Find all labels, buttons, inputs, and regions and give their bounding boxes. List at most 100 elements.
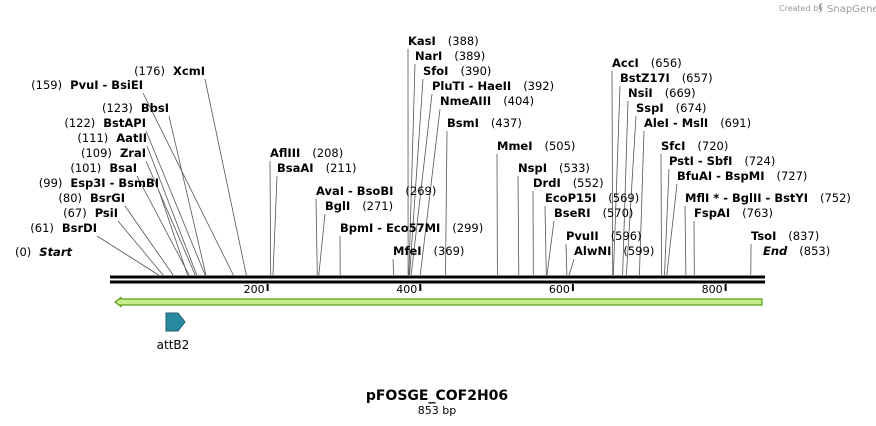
site-name[interactable]: BsmI: [447, 116, 479, 130]
site-name[interactable]: BpmI - Eco57MI: [340, 221, 440, 235]
restriction-site[interactable]: MflI * - BglII - BstYI (752): [685, 191, 851, 205]
site-name[interactable]: EcoP15I: [545, 191, 596, 205]
site-position: (0): [15, 245, 31, 259]
restriction-site[interactable]: XcmI (176): [134, 64, 205, 78]
restriction-site[interactable]: NarI (389): [415, 49, 485, 63]
site-name[interactable]: BfuAI - BspMI: [677, 169, 764, 183]
site-position: (369): [434, 244, 465, 258]
site-name[interactable]: SfoI: [423, 64, 448, 78]
site-name[interactable]: BsrDI: [62, 221, 97, 235]
site-name[interactable]: AlwNI: [574, 244, 611, 258]
restriction-site[interactable]: PstI - SbfI (724): [669, 154, 775, 168]
site-name[interactable]: BstAPI: [103, 116, 146, 130]
restriction-site[interactable]: MfeI (369): [393, 244, 464, 258]
site-name[interactable]: DrdI: [533, 176, 561, 190]
restriction-site[interactable]: PluTI - HaeII (392): [432, 79, 554, 93]
restriction-site[interactable]: BbsI (123): [102, 101, 169, 115]
restriction-site[interactable]: BsrDI (61): [30, 221, 97, 235]
restriction-site[interactable]: BsaAI (211): [277, 161, 357, 175]
site-name[interactable]: MmeI: [497, 139, 533, 153]
site-name[interactable]: NsiI: [628, 86, 653, 100]
credit-brand: SnapGene: [827, 4, 876, 15]
restriction-site[interactable]: DrdI (552): [533, 176, 604, 190]
site-position: (389): [454, 49, 485, 63]
restriction-site[interactable]: SfoI (390): [423, 64, 491, 78]
site-name[interactable]: BsrGI: [90, 191, 125, 205]
restriction-site[interactable]: BfuAI - BspMI (727): [677, 169, 807, 183]
site-name[interactable]: BglI: [325, 199, 350, 213]
site-name[interactable]: MfeI: [393, 244, 422, 258]
site-name[interactable]: Esp3I - BsmBI: [70, 176, 159, 190]
site-name[interactable]: NmeAIII: [440, 94, 491, 108]
site-name[interactable]: Start: [39, 245, 72, 259]
feature-attB2[interactable]: attB2: [157, 312, 190, 352]
restriction-site[interactable]: BseRI (570): [554, 206, 633, 220]
restriction-site[interactable]: SspI (674): [636, 101, 707, 115]
restriction-site[interactable]: BstZ17I (657): [620, 71, 713, 85]
site-name[interactable]: BbsI: [141, 101, 169, 115]
site-name[interactable]: SfcI: [661, 139, 685, 153]
leader-line: [204, 78, 247, 276]
restriction-site[interactable]: AleI - MslI (691): [644, 116, 751, 130]
restriction-site[interactable]: BpmI - Eco57MI (299): [340, 221, 483, 235]
restriction-site[interactable]: MmeI (505): [497, 139, 575, 153]
restriction-site[interactable]: ZraI (109): [81, 146, 146, 160]
restriction-site[interactable]: PvuII (596): [566, 229, 642, 243]
site-name[interactable]: AatII: [116, 131, 147, 145]
restriction-site[interactable]: KasI (388): [408, 34, 479, 48]
site-name[interactable]: BstZ17I: [620, 71, 670, 85]
restriction-site[interactable]: End (853): [763, 244, 830, 258]
restriction-site[interactable]: BsmI (437): [447, 116, 522, 130]
site-name[interactable]: PvuI - BsiEI: [70, 78, 143, 92]
restriction-site[interactable]: AccI (656): [612, 56, 682, 70]
restriction-site[interactable]: PvuI - BsiEI (159): [31, 78, 143, 92]
site-position: (269): [405, 184, 436, 198]
restriction-site[interactable]: SfcI (720): [661, 139, 728, 153]
restriction-site[interactable]: EcoP15I (569): [545, 191, 639, 205]
site-name[interactable]: XcmI: [173, 64, 205, 78]
restriction-site[interactable]: AatII (111): [77, 131, 147, 145]
restriction-site[interactable]: TsoI (837): [751, 229, 819, 243]
site-name[interactable]: PsiI: [95, 206, 118, 220]
site-name[interactable]: TsoI: [751, 229, 776, 243]
site-name[interactable]: BsaI: [109, 161, 137, 175]
site-name[interactable]: NspI: [518, 161, 547, 175]
site-name[interactable]: ZraI: [120, 146, 146, 160]
restriction-site[interactable]: Esp3I - BsmBI (99): [39, 176, 159, 190]
site-name[interactable]: BsaAI: [277, 161, 314, 175]
site-position: (727): [777, 169, 808, 183]
arrow-right-icon[interactable]: [165, 312, 186, 332]
restriction-site[interactable]: FspAI (763): [694, 206, 773, 220]
site-name[interactable]: End: [763, 244, 788, 258]
site-position: (533): [559, 161, 590, 175]
restriction-site[interactable]: NmeAIII (404): [440, 94, 534, 108]
site-position: (159): [31, 78, 62, 92]
site-position: (392): [523, 79, 554, 93]
site-name[interactable]: AvaI - BsoBI: [316, 184, 393, 198]
site-name[interactable]: PstI - SbfI: [669, 154, 732, 168]
restriction-site[interactable]: BsaI (101): [70, 161, 137, 175]
site-name[interactable]: KasI: [408, 34, 436, 48]
site-name[interactable]: FspAI: [694, 206, 730, 220]
restriction-site[interactable]: BsrGI (80): [58, 191, 125, 205]
site-name[interactable]: AleI - MslI: [644, 116, 708, 130]
site-name[interactable]: AflIII: [270, 146, 300, 160]
restriction-site[interactable]: PsiI (67): [63, 206, 118, 220]
restriction-site[interactable]: Start (0): [15, 245, 72, 259]
leader-line: [544, 205, 547, 276]
site-name[interactable]: PluTI - HaeII: [432, 79, 511, 93]
restriction-site[interactable]: AlwNI (599): [574, 244, 654, 258]
restriction-site[interactable]: AvaI - BsoBI (269): [316, 184, 436, 198]
backbone-top-strand: [110, 275, 765, 279]
site-name[interactable]: SspI: [636, 101, 664, 115]
site-name[interactable]: PvuII: [566, 229, 599, 243]
site-name[interactable]: MflI * - BglII - BstYI: [685, 191, 808, 205]
restriction-site[interactable]: NsiI (669): [628, 86, 696, 100]
site-name[interactable]: BseRI: [554, 206, 591, 220]
restriction-site[interactable]: BglI (271): [325, 199, 393, 213]
site-name[interactable]: AccI: [612, 56, 639, 70]
restriction-site[interactable]: BstAPI (122): [64, 116, 146, 130]
restriction-site[interactable]: NspI (533): [518, 161, 590, 175]
site-name[interactable]: NarI: [415, 49, 442, 63]
restriction-site[interactable]: AflIII (208): [270, 146, 343, 160]
